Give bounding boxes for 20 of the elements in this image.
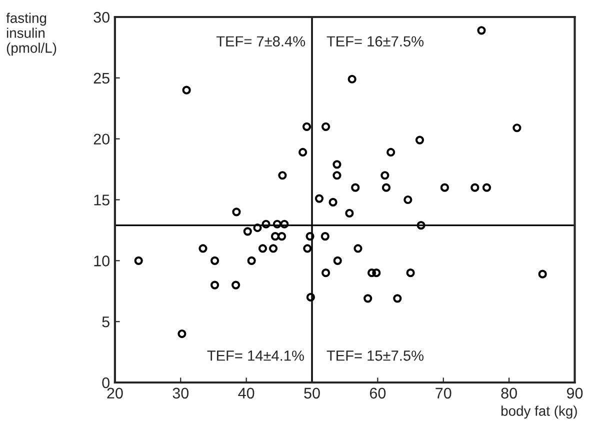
annotation: TEF= 15±7.5%: [326, 350, 424, 361]
y-tick-label: 25: [94, 72, 110, 84]
y-tick-label: 10: [94, 256, 110, 266]
x-tick-label: 30: [172, 388, 189, 399]
y-axis-title: fasting insulin (pmol/L): [6, 12, 56, 56]
x-axis-title: body fat (kg): [501, 406, 577, 419]
annotation: TEF= 14±4.1%: [207, 350, 304, 361]
y-tick-label: 5: [102, 316, 110, 328]
x-tick-label: 70: [436, 388, 452, 399]
x-tick-label: 40: [238, 388, 254, 399]
annotation: TEF= 16±7.5%: [326, 36, 424, 46]
y-tick-label: 0: [102, 377, 110, 388]
annotation: TEF= 7±8.4%: [216, 36, 306, 46]
y-tick-label: 20: [94, 134, 110, 145]
y-tick-label: 15: [94, 194, 110, 206]
x-tick-label: 50: [304, 388, 320, 399]
x-tick-label: 60: [370, 388, 386, 399]
y-tick-label: 30: [94, 12, 110, 23]
x-tick-label: 80: [501, 388, 517, 399]
x-tick-label: 90: [566, 388, 583, 399]
